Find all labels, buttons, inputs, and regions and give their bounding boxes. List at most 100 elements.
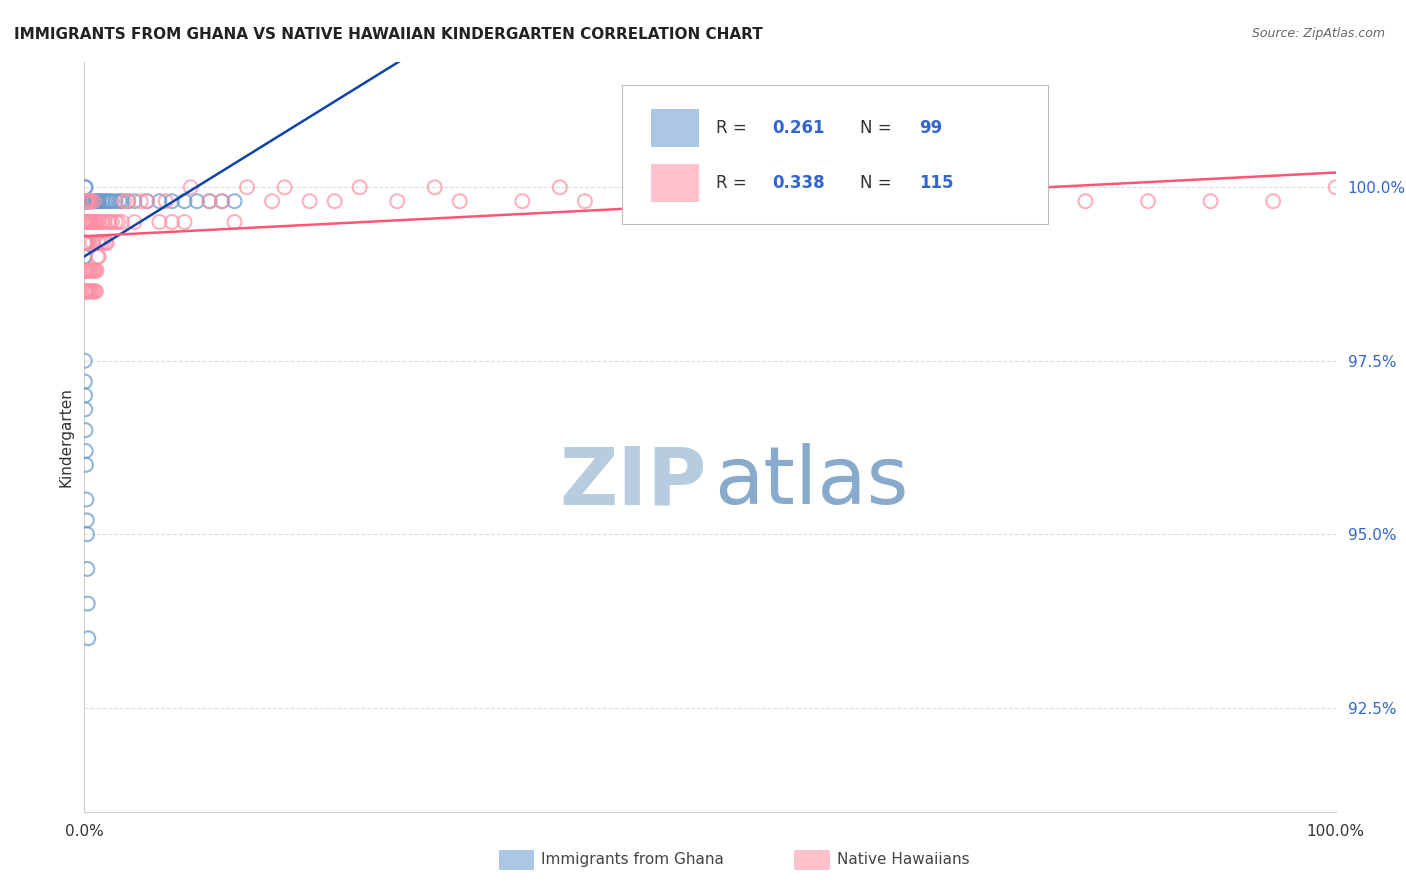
Point bbox=[75, 215, 97, 229]
Point bbox=[76, 194, 98, 209]
Point bbox=[77, 194, 100, 209]
Point bbox=[93, 194, 115, 209]
Point bbox=[124, 215, 146, 229]
Point bbox=[574, 194, 596, 209]
Point bbox=[83, 263, 105, 277]
Point bbox=[94, 235, 117, 250]
Point bbox=[75, 215, 97, 229]
Point bbox=[73, 235, 96, 250]
Point bbox=[76, 215, 98, 229]
Point bbox=[76, 285, 98, 299]
Point bbox=[224, 215, 246, 229]
Point bbox=[423, 180, 446, 194]
Point bbox=[75, 194, 97, 209]
Point bbox=[73, 285, 96, 299]
Point bbox=[76, 597, 98, 611]
Point bbox=[73, 235, 96, 250]
Point bbox=[76, 235, 98, 250]
Point bbox=[548, 180, 571, 194]
Point bbox=[79, 194, 101, 209]
Point bbox=[77, 215, 100, 229]
Point bbox=[79, 215, 101, 229]
Point bbox=[73, 194, 96, 209]
Point bbox=[112, 194, 135, 209]
Point bbox=[73, 194, 96, 209]
Point bbox=[180, 180, 202, 194]
Point bbox=[76, 215, 98, 229]
Point bbox=[83, 194, 105, 209]
Point bbox=[75, 444, 97, 458]
Point bbox=[1074, 194, 1097, 209]
Point bbox=[148, 215, 170, 229]
Point bbox=[160, 194, 183, 209]
Point bbox=[80, 194, 103, 209]
Point bbox=[101, 215, 124, 229]
Point bbox=[73, 235, 96, 250]
Point bbox=[799, 180, 821, 194]
Point bbox=[136, 194, 159, 209]
Point bbox=[1012, 194, 1035, 209]
Point bbox=[1136, 194, 1159, 209]
Point bbox=[77, 215, 100, 229]
Point bbox=[89, 194, 111, 209]
Point bbox=[104, 215, 127, 229]
Point bbox=[323, 194, 346, 209]
Point bbox=[86, 263, 108, 277]
Point bbox=[73, 215, 96, 229]
Point bbox=[96, 235, 118, 250]
Point bbox=[76, 194, 98, 209]
Point bbox=[75, 194, 97, 209]
Point bbox=[77, 194, 100, 209]
Point bbox=[73, 194, 96, 209]
Point bbox=[512, 194, 534, 209]
Point bbox=[77, 263, 100, 277]
Point bbox=[84, 194, 107, 209]
Point bbox=[949, 194, 972, 209]
Point bbox=[80, 215, 103, 229]
Point bbox=[117, 194, 139, 209]
Point bbox=[887, 194, 910, 209]
Point bbox=[83, 285, 105, 299]
Point bbox=[76, 215, 98, 229]
Point bbox=[211, 194, 233, 209]
Point bbox=[76, 215, 98, 229]
Y-axis label: Kindergarten: Kindergarten bbox=[58, 387, 73, 487]
Point bbox=[73, 215, 96, 229]
Point bbox=[198, 194, 221, 209]
Text: 0.261: 0.261 bbox=[773, 119, 825, 137]
Point bbox=[148, 194, 170, 209]
Point bbox=[76, 215, 98, 229]
Point bbox=[79, 194, 101, 209]
Point bbox=[75, 194, 97, 209]
Point bbox=[236, 180, 259, 194]
Point bbox=[73, 353, 96, 368]
Point bbox=[75, 263, 97, 277]
Point bbox=[76, 194, 98, 209]
Point bbox=[79, 194, 101, 209]
Point bbox=[75, 215, 97, 229]
Point bbox=[96, 194, 118, 209]
Point bbox=[111, 215, 134, 229]
Point bbox=[75, 492, 97, 507]
Point bbox=[75, 235, 97, 250]
Point bbox=[79, 215, 101, 229]
Point bbox=[1324, 180, 1347, 194]
Point bbox=[198, 194, 221, 209]
Point bbox=[73, 250, 96, 264]
Point bbox=[75, 402, 97, 417]
Point bbox=[93, 215, 115, 229]
Point bbox=[79, 215, 101, 229]
Point bbox=[73, 263, 96, 277]
Point bbox=[79, 263, 101, 277]
Point bbox=[90, 194, 112, 209]
Text: N =: N = bbox=[860, 119, 897, 137]
Point bbox=[73, 235, 96, 250]
Point bbox=[77, 632, 100, 646]
Point bbox=[104, 194, 127, 209]
Point bbox=[699, 194, 721, 209]
Point bbox=[79, 215, 101, 229]
Point bbox=[73, 215, 96, 229]
Text: atlas: atlas bbox=[714, 443, 908, 521]
Point bbox=[111, 194, 134, 209]
Point bbox=[160, 215, 183, 229]
